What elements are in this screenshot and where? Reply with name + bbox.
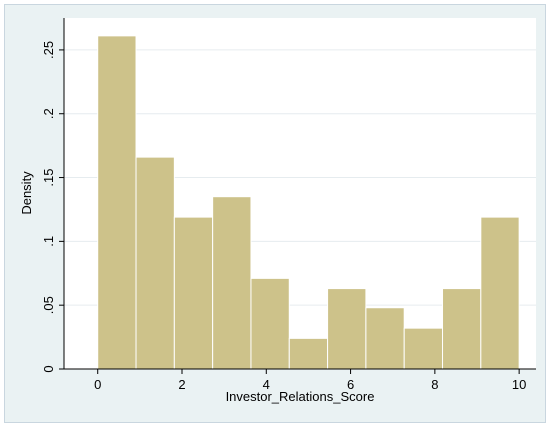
- x-tick-label: 0: [94, 377, 101, 392]
- y-tick-label: .1: [41, 236, 56, 247]
- x-ticks: 0 2 4 6 8 10: [94, 369, 526, 392]
- y-tick-label: .25: [41, 41, 56, 59]
- x-tick-label: 10: [512, 377, 526, 392]
- y-tick-label: 0: [41, 365, 56, 372]
- histogram-bar: [212, 196, 252, 370]
- x-axis-title: Investor_Relations_Score: [226, 389, 375, 404]
- bars: [97, 35, 520, 370]
- histogram-bar: [97, 35, 137, 370]
- histogram-bar: [250, 277, 290, 370]
- y-tick-label: .05: [41, 296, 56, 314]
- histogram-bar: [135, 156, 175, 370]
- histogram-bar: [480, 216, 520, 370]
- histogram-bar: [288, 337, 329, 370]
- histogram-bar: [365, 307, 405, 370]
- y-axis-title: Density: [19, 171, 34, 215]
- x-tick-label: 2: [178, 377, 185, 392]
- y-ticks: 0 .05 .1 .15 .2 .25: [41, 41, 64, 373]
- histogram-bar: [327, 288, 367, 370]
- y-tick-label: .15: [41, 169, 56, 187]
- x-tick-label: 8: [431, 377, 438, 392]
- histogram-bar: [442, 288, 482, 370]
- x-tick-label: 6: [347, 377, 354, 392]
- histogram-chart: 0 .05 .1 .15 .2 .25 0 2 4 6 8 10 Density Investor_…: [19, 18, 536, 404]
- x-tick-label: 4: [263, 377, 270, 392]
- y-tick-label: .2: [41, 108, 56, 119]
- histogram-bar: [403, 327, 444, 370]
- chart-frame: 0 .05 .1 .15 .2 .25 0 2 4 6 8 10 Density Investor_…: [4, 4, 546, 423]
- histogram-bar: [173, 216, 214, 370]
